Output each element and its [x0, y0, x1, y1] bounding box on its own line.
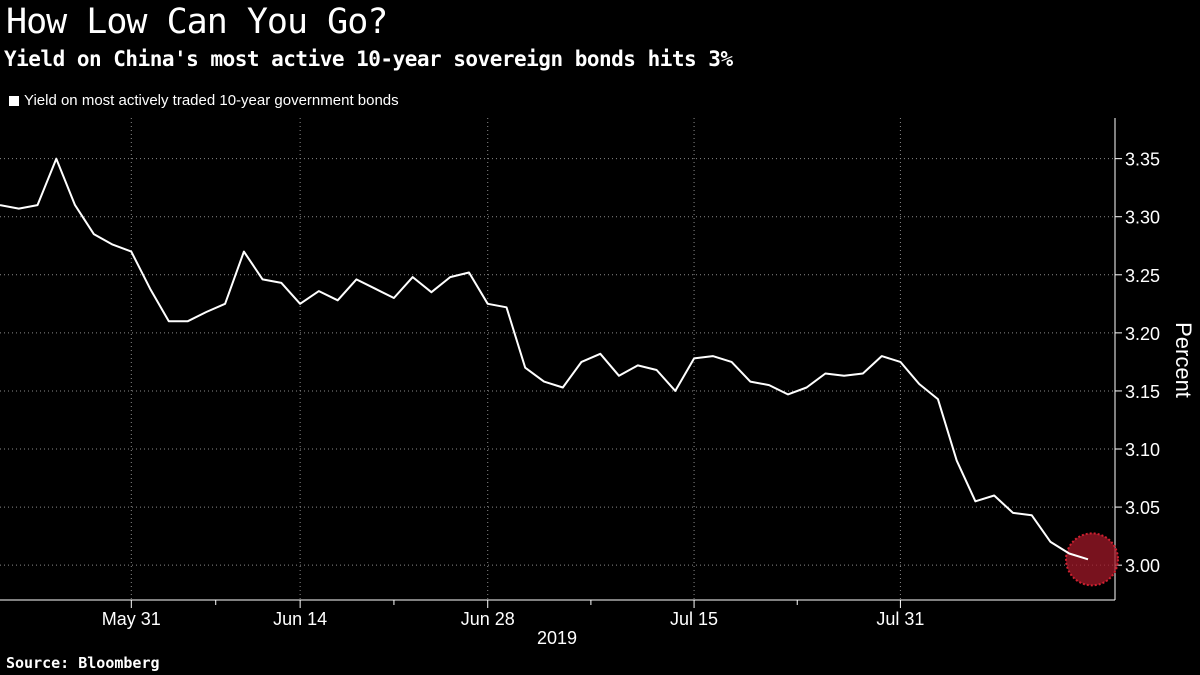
grid [0, 118, 1115, 600]
x-tick-label: Jun 28 [461, 609, 515, 629]
y-tick-label: 3.35 [1125, 150, 1160, 170]
legend: Yield on most actively traded 10-year go… [9, 92, 399, 110]
y-tick-label: 3.05 [1125, 498, 1160, 518]
y-tick-label: 3.20 [1125, 324, 1160, 344]
y-tick-label: 3.00 [1125, 556, 1160, 576]
x-tick-label: Jul 15 [670, 609, 718, 629]
legend-swatch [9, 96, 19, 106]
y-axis-label: Percent [1171, 322, 1196, 398]
legend-label: Yield on most actively traded 10-year go… [24, 92, 399, 109]
y-tick-label: 3.30 [1125, 208, 1160, 228]
y-tick-label: 3.10 [1125, 440, 1160, 460]
chart-title: How Low Can You Go? [6, 2, 388, 42]
x-tick-label: Jul 31 [876, 609, 924, 629]
y-tick-label: 3.25 [1125, 266, 1160, 286]
source-note: Source: Bloomberg [6, 654, 160, 672]
highlight-marker [1065, 532, 1119, 587]
series-layer [0, 157, 1089, 561]
tick-labels: 3.00 3.05 3.10 3.15 3.20 3.25 3.30 3.35 May 31 Ju… [102, 150, 1160, 629]
highlight-circle [1065, 532, 1119, 587]
chart-subtitle: Yield on China's most active 10-year sov… [4, 47, 733, 71]
series-line [0, 157, 1089, 561]
x-tick-label: Jun 14 [273, 609, 327, 629]
x-axis-year-label: 2019 [537, 628, 577, 648]
x-tick-label: May 31 [102, 609, 161, 629]
y-tick-label: 3.15 [1125, 382, 1160, 402]
axes [0, 118, 1122, 608]
